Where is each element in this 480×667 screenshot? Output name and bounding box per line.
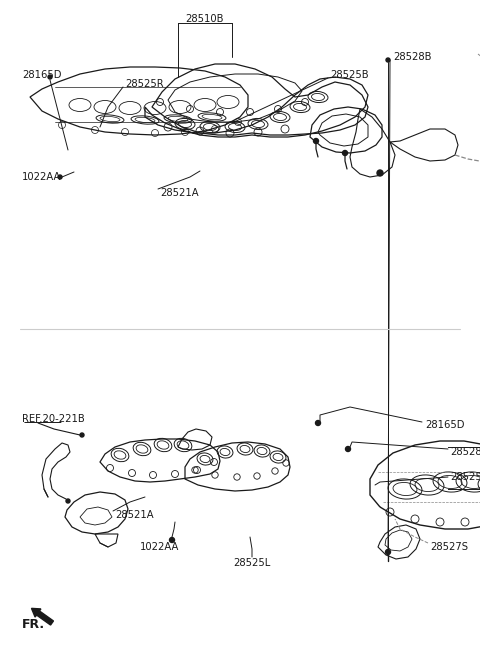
Text: 28521A: 28521A — [115, 510, 154, 520]
Circle shape — [385, 550, 391, 554]
Circle shape — [313, 139, 319, 143]
Circle shape — [169, 538, 175, 542]
Text: 28527S: 28527S — [430, 542, 468, 552]
Circle shape — [66, 499, 70, 503]
Text: 28528B: 28528B — [450, 447, 480, 457]
Text: 28525A: 28525A — [450, 472, 480, 482]
Circle shape — [315, 420, 321, 426]
Text: 28525B: 28525B — [330, 70, 369, 80]
Text: 28525L: 28525L — [233, 558, 271, 568]
Text: REF.20-221B: REF.20-221B — [22, 414, 85, 424]
Circle shape — [343, 151, 348, 155]
Text: 28165D: 28165D — [425, 420, 465, 430]
Text: 28528B: 28528B — [393, 52, 432, 62]
Circle shape — [377, 170, 383, 176]
Text: 1022AA: 1022AA — [22, 172, 61, 182]
Text: 28521A: 28521A — [160, 188, 199, 198]
Circle shape — [80, 433, 84, 437]
Circle shape — [346, 446, 350, 452]
Text: 28510B: 28510B — [186, 14, 224, 24]
Circle shape — [48, 75, 52, 79]
Text: 28165D: 28165D — [22, 70, 61, 80]
Text: FR.: FR. — [22, 618, 45, 632]
Circle shape — [58, 175, 62, 179]
Circle shape — [386, 58, 390, 62]
FancyArrow shape — [32, 608, 53, 625]
Text: 1022AA: 1022AA — [140, 542, 180, 552]
Text: 28525R: 28525R — [125, 79, 164, 89]
